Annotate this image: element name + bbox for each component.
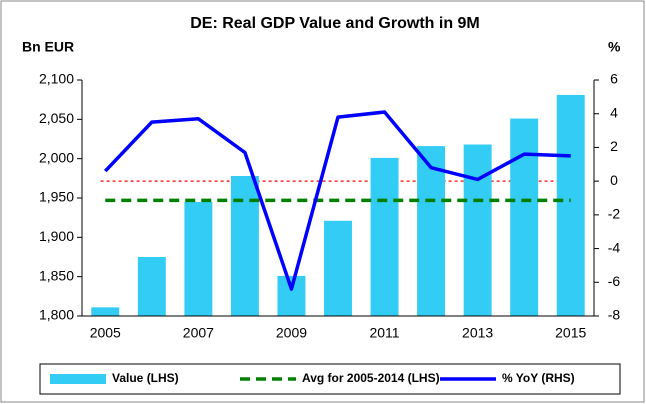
chart-title: DE: Real GDP Value and Growth in 9M xyxy=(190,15,480,32)
y2-tick-label: 4 xyxy=(610,104,618,120)
y2-tick-label: -6 xyxy=(608,273,621,289)
y-tick-label: 1,950 xyxy=(39,189,74,205)
bar xyxy=(510,118,539,317)
bar xyxy=(277,275,306,316)
y-tick-label: 2,000 xyxy=(39,149,74,165)
y-tick-label: 1,800 xyxy=(39,307,74,323)
y-axis-label: Bn EUR xyxy=(22,39,74,55)
y-tick-label: 2,100 xyxy=(39,71,74,87)
y2-tick-label: -2 xyxy=(608,206,621,222)
bar xyxy=(556,94,585,317)
bar xyxy=(91,307,120,316)
legend-label: Avg for 2005-2014 (LHS) xyxy=(302,371,440,385)
y-tick-label: 2,050 xyxy=(39,110,74,126)
x-tick-label: 2009 xyxy=(276,325,307,341)
x-tick-label: 2013 xyxy=(462,325,493,341)
y-tick-label: 1,850 xyxy=(39,267,74,283)
y2-tick-label: 2 xyxy=(610,138,618,154)
legend-box xyxy=(39,363,621,395)
legend-label: Value (LHS) xyxy=(112,371,179,385)
x-tick-label: 2015 xyxy=(555,325,586,341)
y2-tick-label: -4 xyxy=(608,239,621,255)
bar xyxy=(324,220,352,316)
legend-label: % YoY (RHS) xyxy=(502,371,575,385)
x-tick-label: 2005 xyxy=(90,325,121,341)
x-tick-label: 2011 xyxy=(369,325,399,341)
bar xyxy=(137,257,166,316)
bar xyxy=(230,175,259,316)
y2-tick-label: -8 xyxy=(608,307,621,323)
y2-axis-label: % xyxy=(608,39,621,55)
legend-swatch xyxy=(50,374,106,384)
x-tick-label: 2007 xyxy=(183,325,214,341)
bar xyxy=(463,144,492,316)
bar xyxy=(417,146,446,316)
line-series xyxy=(104,110,571,291)
y-tick-label: 1,900 xyxy=(39,228,74,244)
bar xyxy=(370,157,399,316)
y2-tick-label: 0 xyxy=(610,172,618,188)
bar xyxy=(184,201,213,316)
y2-tick-label: 6 xyxy=(610,71,618,87)
